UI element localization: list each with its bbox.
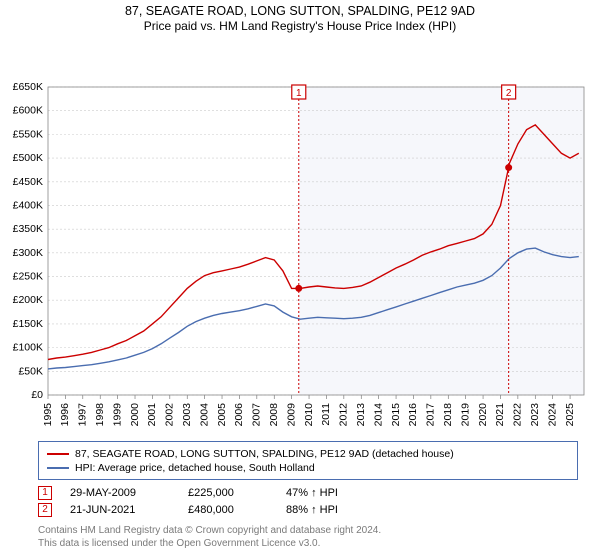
- svg-text:2009: 2009: [285, 403, 297, 427]
- annotation-pct: 88% ↑ HPI: [286, 504, 376, 516]
- svg-text:2014: 2014: [372, 403, 384, 427]
- annotation-date: 29-MAY-2009: [70, 487, 170, 499]
- annotation-row: 2 21-JUN-2021 £480,000 88% ↑ HPI: [38, 503, 578, 517]
- svg-text:2: 2: [506, 88, 512, 99]
- legend-swatch: [47, 467, 69, 469]
- svg-text:£450K: £450K: [13, 176, 43, 188]
- svg-text:2000: 2000: [129, 403, 141, 427]
- legend-label: 87, SEAGATE ROAD, LONG SUTTON, SPALDING,…: [75, 447, 454, 461]
- svg-text:2016: 2016: [407, 403, 419, 427]
- svg-text:2023: 2023: [529, 403, 541, 427]
- marker-dot-1: [295, 285, 302, 292]
- svg-text:2008: 2008: [268, 403, 280, 427]
- svg-text:£50K: £50K: [18, 365, 43, 377]
- title-sub: Price paid vs. HM Land Registry's House …: [8, 19, 592, 33]
- svg-text:£400K: £400K: [13, 199, 43, 211]
- svg-text:1998: 1998: [94, 403, 106, 427]
- svg-text:£650K: £650K: [13, 81, 43, 93]
- svg-text:2025: 2025: [564, 403, 576, 427]
- svg-text:2004: 2004: [198, 403, 210, 427]
- svg-text:£0: £0: [31, 389, 43, 401]
- svg-text:2003: 2003: [181, 403, 193, 427]
- svg-text:2022: 2022: [512, 403, 524, 427]
- svg-text:2006: 2006: [233, 403, 245, 427]
- svg-text:2012: 2012: [338, 403, 350, 427]
- chart-titles: 87, SEAGATE ROAD, LONG SUTTON, SPALDING,…: [0, 0, 600, 35]
- svg-text:£100K: £100K: [13, 342, 43, 354]
- annotation-row: 1 29-MAY-2009 £225,000 47% ↑ HPI: [38, 486, 578, 500]
- legend-item: HPI: Average price, detached house, Sout…: [47, 461, 569, 475]
- svg-text:£550K: £550K: [13, 128, 43, 140]
- svg-text:£250K: £250K: [13, 271, 43, 283]
- svg-text:2015: 2015: [390, 403, 402, 427]
- svg-text:£150K: £150K: [13, 318, 43, 330]
- svg-text:£200K: £200K: [13, 294, 43, 306]
- svg-text:1999: 1999: [111, 403, 123, 427]
- svg-text:2001: 2001: [146, 403, 158, 427]
- svg-text:2011: 2011: [320, 403, 332, 426]
- svg-text:1: 1: [296, 88, 302, 99]
- legend-swatch: [47, 453, 69, 455]
- annotation-price: £480,000: [188, 504, 268, 516]
- svg-text:2019: 2019: [459, 403, 471, 427]
- svg-text:£600K: £600K: [13, 105, 43, 117]
- footer-line-1: Contains HM Land Registry data © Crown c…: [38, 524, 578, 537]
- svg-text:2021: 2021: [494, 403, 506, 427]
- chart-area: £0 £50K £100K £150K £200K £250K £300K £350K £400…: [0, 35, 600, 435]
- annotation-date: 21-JUN-2021: [70, 504, 170, 516]
- svg-text:2020: 2020: [477, 403, 489, 427]
- svg-text:2017: 2017: [425, 403, 437, 427]
- svg-text:2018: 2018: [442, 403, 454, 427]
- annotation-pct: 47% ↑ HPI: [286, 487, 376, 499]
- annotation-marker: 2: [38, 503, 52, 517]
- annotation-price: £225,000: [188, 487, 268, 499]
- legend: 87, SEAGATE ROAD, LONG SUTTON, SPALDING,…: [38, 441, 578, 480]
- svg-text:2002: 2002: [164, 403, 176, 427]
- svg-text:1996: 1996: [59, 403, 71, 427]
- svg-text:2007: 2007: [251, 403, 263, 427]
- annotation-marker: 1: [38, 486, 52, 500]
- svg-text:1995: 1995: [42, 403, 54, 427]
- marker-dot-2: [505, 164, 512, 171]
- footer: Contains HM Land Registry data © Crown c…: [38, 524, 578, 550]
- legend-item: 87, SEAGATE ROAD, LONG SUTTON, SPALDING,…: [47, 447, 569, 461]
- title-main: 87, SEAGATE ROAD, LONG SUTTON, SPALDING,…: [8, 4, 592, 18]
- svg-text:2005: 2005: [216, 403, 228, 427]
- svg-text:£500K: £500K: [13, 152, 43, 164]
- svg-text:2013: 2013: [355, 403, 367, 427]
- annotation-table: 1 29-MAY-2009 £225,000 47% ↑ HPI 2 21-JUN-202…: [38, 486, 578, 520]
- footer-line-2: This data is licensed under the Open Gov…: [38, 537, 578, 550]
- svg-text:£300K: £300K: [13, 247, 43, 259]
- line-chart: £0 £50K £100K £150K £200K £250K £300K £350K £400…: [0, 35, 600, 435]
- svg-text:1997: 1997: [77, 403, 89, 427]
- svg-text:2024: 2024: [546, 403, 558, 427]
- legend-label: HPI: Average price, detached house, Sout…: [75, 461, 315, 475]
- svg-text:2010: 2010: [303, 403, 315, 427]
- svg-text:£350K: £350K: [13, 223, 43, 235]
